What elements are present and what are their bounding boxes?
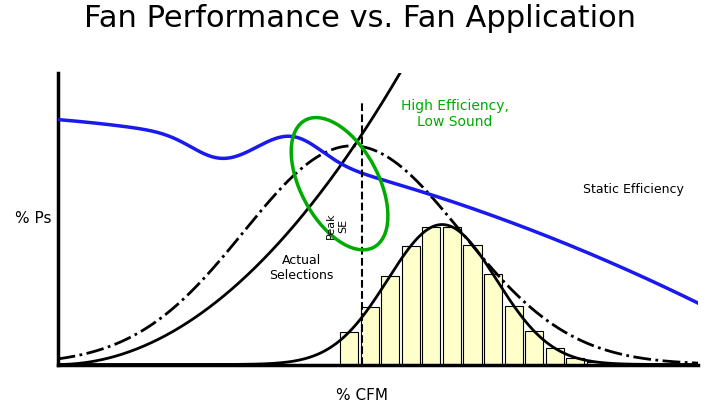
Bar [505,306,523,364]
Bar [402,246,420,364]
Bar [587,362,605,364]
Bar [525,331,544,364]
Bar [566,358,585,364]
Bar [484,274,502,364]
Text: High Efficiency,
Low Sound: High Efficiency, Low Sound [401,99,509,129]
Bar [361,307,379,364]
Bar [381,275,400,364]
Text: Peak
SE: Peak SE [326,213,348,239]
Text: % Ps: % Ps [14,211,51,226]
Text: Static Efficiency: Static Efficiency [583,183,684,196]
Bar [340,332,359,364]
Bar [423,227,441,364]
Bar [546,348,564,364]
Bar [443,227,461,364]
Bar [464,245,482,364]
Text: Actual
Selections: Actual Selections [269,254,333,282]
Text: % CFM: % CFM [336,388,388,403]
Text: Fan Performance vs. Fan Application: Fan Performance vs. Fan Application [84,4,636,33]
